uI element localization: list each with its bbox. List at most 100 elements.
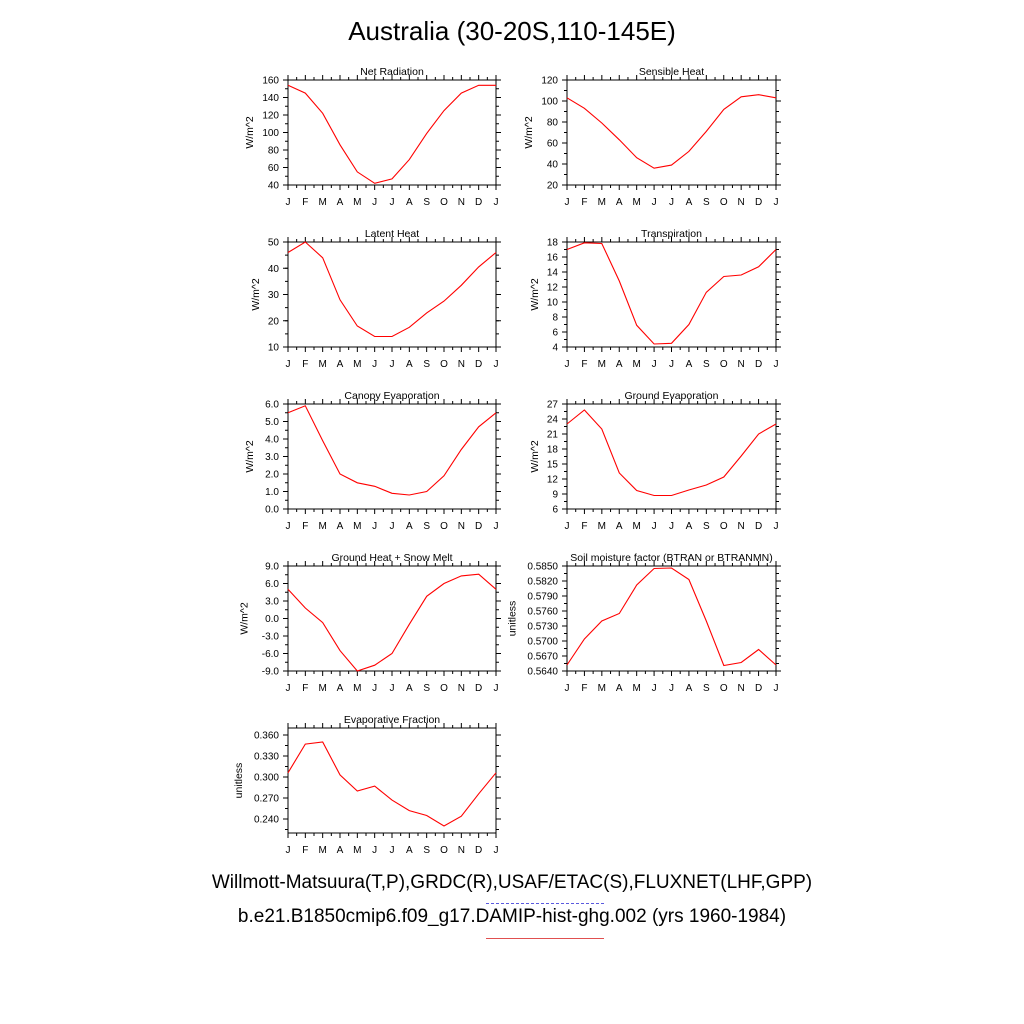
panel-title: Canopy Evaporation [344,390,439,402]
y-tick-label: 0.5700 [527,637,558,648]
y-axis-label: unitless [233,763,245,799]
x-tick-label: J [774,197,779,208]
y-tick-label: 0.5760 [527,607,558,618]
y-tick-label: 3.0 [265,597,279,608]
y-tick-label: 1.0 [265,487,279,498]
y-tick-label: 160 [262,76,279,87]
plot-frame [566,403,777,510]
x-tick-label: S [423,359,430,370]
y-axis-label: unitless [506,601,518,637]
x-tick-label: D [475,197,482,208]
plot-frame [287,727,497,834]
panel-title: Evaporative Fraction [344,714,440,726]
x-tick-label: J [372,521,377,532]
panel-title: Transpiration [641,228,702,240]
y-tick-label: 3.0 [265,452,279,463]
series-line [287,405,497,496]
x-tick-label: A [686,683,693,694]
x-tick-label: J [669,683,674,694]
y-tick-label: 5.0 [265,417,279,428]
x-tick-label: O [440,359,448,370]
y-tick-label: 12 [547,283,559,294]
y-tick-label: 40 [547,160,559,171]
x-tick-label: N [458,683,465,694]
x-tick-label: A [406,197,413,208]
x-tick-label: N [458,845,465,856]
x-tick-label: J [390,521,395,532]
series-line [287,84,496,184]
x-tick-label: A [686,521,693,532]
x-tick-label: J [494,521,499,532]
x-tick-label: F [302,359,308,370]
x-tick-label: J [390,845,395,856]
series-line [287,741,497,827]
x-tick-label: M [598,197,606,208]
x-tick-label: A [616,359,623,370]
x-tick-label: A [616,683,623,694]
x-tick-label: J [286,197,291,208]
x-tick-label: M [632,197,640,208]
x-tick-label: S [703,197,710,208]
y-tick-label: 100 [262,128,279,139]
x-tick-label: J [565,521,570,532]
x-tick-label: O [720,359,728,370]
x-tick-label: N [458,521,465,532]
x-tick-label: N [738,197,745,208]
x-tick-label: J [669,521,674,532]
x-tick-label: F [581,521,587,532]
panel-title: Latent Heat [365,228,419,240]
x-tick-label: S [423,845,430,856]
x-tick-label: M [318,359,326,370]
x-tick-label: J [390,683,395,694]
y-tick-label: 30 [268,290,280,301]
x-tick-label: A [337,845,344,856]
y-tick-label: -6.0 [262,649,280,660]
x-tick-label: N [458,359,465,370]
x-tick-label: J [390,359,395,370]
y-tick-label: 40 [268,264,280,275]
x-tick-label: D [475,359,482,370]
x-tick-label: M [632,683,640,694]
y-tick-label: 9.0 [265,562,279,573]
y-tick-label: 0.0 [265,614,279,625]
x-tick-label: S [703,359,710,370]
x-tick-label: O [720,521,728,532]
y-tick-label: 0.5670 [527,652,558,663]
x-tick-label: J [286,845,291,856]
series-line [566,94,777,169]
y-axis-label: W/m^2 [523,116,535,149]
y-tick-label: 140 [262,93,279,104]
plot-frame [566,565,777,672]
x-tick-label: J [565,683,570,694]
x-tick-label: S [423,521,430,532]
y-axis-label: W/m^2 [244,440,256,473]
x-tick-label: J [494,683,499,694]
x-tick-label: D [755,683,762,694]
y-tick-label: 8 [552,313,558,324]
x-tick-label: J [774,683,779,694]
y-tick-label: 16 [547,253,559,264]
y-tick-label: -3.0 [262,632,280,643]
series-line [566,409,777,497]
credit-model: b.e21.B1850cmip6.f09_g17.DAMIP-hist-ghg.… [237,906,787,927]
x-tick-label: M [353,521,361,532]
series-line [287,573,497,672]
y-tick-label: 10 [268,343,280,354]
x-tick-label: M [353,683,361,694]
x-tick-label: A [337,521,344,532]
y-tick-label: 15 [547,460,559,471]
x-tick-label: A [337,197,344,208]
x-tick-label: N [458,197,465,208]
x-tick-label: J [372,683,377,694]
y-tick-label: 60 [547,139,559,150]
y-tick-label: 0.5820 [527,577,558,588]
x-tick-label: J [565,197,570,208]
y-tick-label: 18 [547,238,559,249]
x-tick-label: S [703,521,710,532]
panel-8: Soil moisture factor (BTRAN or BTRANMN) J… [506,552,781,694]
y-tick-label: 0.240 [254,815,279,826]
x-tick-label: A [616,521,623,532]
